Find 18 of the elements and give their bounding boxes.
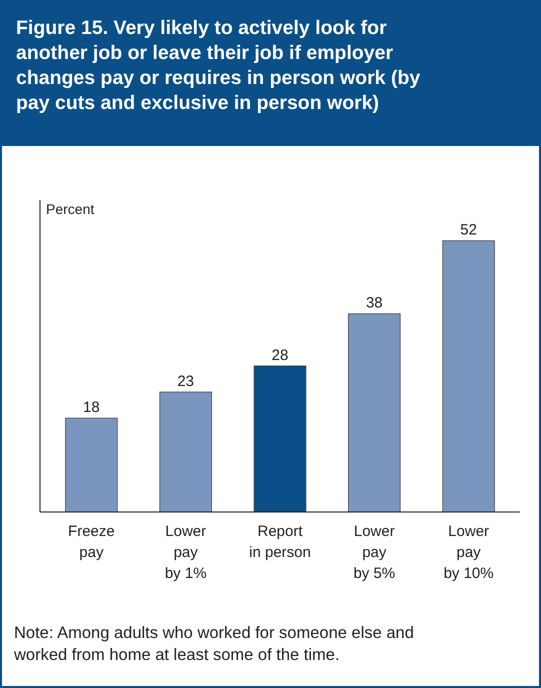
text: Note: Among adults who worked for someone else and worked from home at least some of the time.	[13, 624, 414, 664]
bar	[65, 418, 118, 512]
x-tick-label: Report in person	[249, 523, 311, 561]
x-tick-label: Lower pay by 5%	[353, 523, 396, 582]
x-tick-label: Lower pay by 10%	[444, 523, 494, 582]
data-label: 18	[83, 399, 100, 416]
bar	[442, 240, 495, 512]
data-label: 23	[177, 373, 194, 390]
bar	[159, 392, 212, 512]
y-axis-title: Percent	[46, 201, 94, 217]
bar	[348, 313, 401, 512]
data-label: 38	[366, 294, 383, 312]
chart-title: Figure 15. Very likely to actively look for another job or leave their job if employer changes pay or requires in person work (by pay cuts and exclusive in person work)	[16, 17, 420, 114]
bar	[254, 366, 306, 512]
data-label: 28	[272, 346, 288, 364]
data-label: 52	[460, 222, 477, 239]
x-tick-label: Freeze pay	[68, 523, 115, 561]
x-tick-label: Lower pay by 1%	[164, 523, 207, 582]
